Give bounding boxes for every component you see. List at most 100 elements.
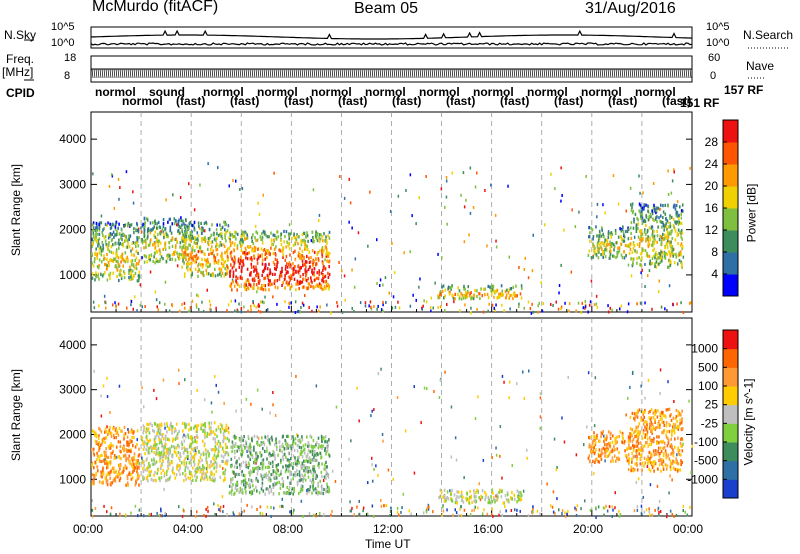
velocity-cell-2-21 <box>292 492 294 496</box>
velocity-cell-2-204 <box>314 475 317 479</box>
power-colorbar-seg-0 <box>723 274 738 297</box>
power-cell-2-216 <box>223 244 226 249</box>
power-ground-69 <box>550 303 552 306</box>
power-cell-5-36 <box>617 250 620 254</box>
power-cell-3-609 <box>287 262 290 267</box>
power-cell-3-380 <box>314 284 317 288</box>
power-cell-3-375 <box>252 278 254 282</box>
power-cell-3-636 <box>253 248 255 252</box>
velocity-cell-2-635 <box>272 492 275 496</box>
velocity-cell-1-74 <box>153 451 155 455</box>
velocity-cell-0-145 <box>96 457 98 462</box>
velocity-cell-2-444 <box>321 437 324 441</box>
power-cell-3-619 <box>242 262 245 266</box>
velocity-cell-2-481 <box>259 473 262 477</box>
power-cell-4-29 <box>489 285 491 289</box>
power-noise-222 <box>351 226 353 230</box>
velocity-cell-4-117 <box>611 449 614 453</box>
velocity-cell-2-439 <box>243 435 245 439</box>
power-cell-3-190 <box>300 239 302 243</box>
velocity-cell-3-54 <box>520 494 523 498</box>
power-cell-3-435 <box>310 284 312 288</box>
power-cell-3-639 <box>230 254 232 258</box>
power-cell-3-42 <box>266 267 269 271</box>
power-cell-6-285 <box>648 226 651 230</box>
power-cell-6-221 <box>680 235 682 239</box>
power-cell-1-48 <box>141 241 144 245</box>
velocity-cell-3-12 <box>484 490 486 494</box>
power-cell-4-123 <box>508 296 511 300</box>
velocity-cell-2-254 <box>286 485 288 490</box>
power-cell-2-86 <box>216 243 218 247</box>
power-cell-0-9 <box>112 259 115 263</box>
power-ground-33 <box>240 306 243 310</box>
velocity-ground-113 <box>282 505 284 509</box>
velocity-cell-0-254 <box>136 442 138 447</box>
velocity-cell-1-367 <box>194 424 196 428</box>
power-ground-55 <box>317 309 320 313</box>
velocity-cell-2-450 <box>275 439 277 443</box>
velocity-cell-3-51 <box>468 501 471 505</box>
velocity-cell-4-112 <box>618 451 620 455</box>
velocity-cell-1-560 <box>169 448 171 452</box>
power-cell-5-68 <box>596 241 599 245</box>
power-cell-2-24 <box>206 272 208 276</box>
power-cell-1-193 <box>163 236 165 240</box>
power-ground-138 <box>446 303 448 306</box>
power-cell-6-305 <box>675 212 678 216</box>
power-cell-2-161 <box>207 241 209 245</box>
power-cell-3-252 <box>304 239 306 243</box>
power-ground-6 <box>557 307 560 311</box>
velocity-cell-2-240 <box>328 438 330 442</box>
power-noise-228 <box>239 188 241 191</box>
velocity-cell-2-473 <box>252 484 254 488</box>
power-ground-23 <box>518 305 520 308</box>
velocity-cell-1-400 <box>203 442 206 446</box>
velocity-cell-0-228 <box>127 449 130 453</box>
velocity-cell-2-602 <box>312 486 314 490</box>
velocity-ground-99 <box>580 507 582 511</box>
velocity-cell-1-448 <box>219 475 222 479</box>
power-cell-3-488 <box>275 237 278 241</box>
power-cell-4-8 <box>441 285 443 289</box>
velocity-cell-2-490 <box>236 487 239 491</box>
power-noise-183 <box>130 300 133 303</box>
velocity-ground-2 <box>400 510 402 514</box>
velocity-cell-1-187 <box>178 445 180 449</box>
power-cell-2-95 <box>221 271 224 275</box>
velocity-noise-169 <box>671 478 673 482</box>
power-cell-0-104 <box>102 249 104 253</box>
power-noise-199 <box>348 220 350 224</box>
velocity-cell-2-571 <box>244 474 246 478</box>
power-cell-6-201 <box>677 228 680 232</box>
power-cell-3-129 <box>311 249 314 253</box>
power-cell-2-211 <box>202 229 205 233</box>
velocity-cell-2-283 <box>310 449 313 453</box>
power-cell-6-84 <box>631 250 634 254</box>
power-cell-1-146 <box>159 258 162 262</box>
power-cell-3-202 <box>328 251 331 256</box>
velocity-noise-17 <box>583 443 585 447</box>
power-ground-37 <box>302 303 305 307</box>
velocity-cell-1-354 <box>163 474 166 478</box>
power-cell-6-146 <box>679 250 682 254</box>
power-cell-3-530 <box>244 287 247 291</box>
velocity-cell-1-56 <box>195 424 197 428</box>
power-cell-4-58 <box>463 287 465 291</box>
velocity-noise-251 <box>104 457 106 461</box>
velocity-ground-26 <box>427 507 430 511</box>
freq-nave-trace <box>91 68 692 79</box>
velocity-cell-2-212 <box>300 446 303 450</box>
power-cell-2-41 <box>211 252 213 256</box>
power-cell-3-256 <box>328 287 330 291</box>
power-ground-90 <box>202 309 205 313</box>
velocity-cell-0-303 <box>106 455 108 459</box>
power-cell-3-502 <box>257 280 260 284</box>
velocity-cell-0-213 <box>100 430 103 434</box>
velocity-cell-4-62 <box>604 454 606 458</box>
velocity-cell-1-438 <box>167 453 170 457</box>
velocity-cell-1-164 <box>213 478 215 483</box>
velocity-cell-0-222 <box>106 462 108 466</box>
velocity-cell-2-372 <box>260 487 263 491</box>
power-cell-2-201 <box>187 262 189 266</box>
